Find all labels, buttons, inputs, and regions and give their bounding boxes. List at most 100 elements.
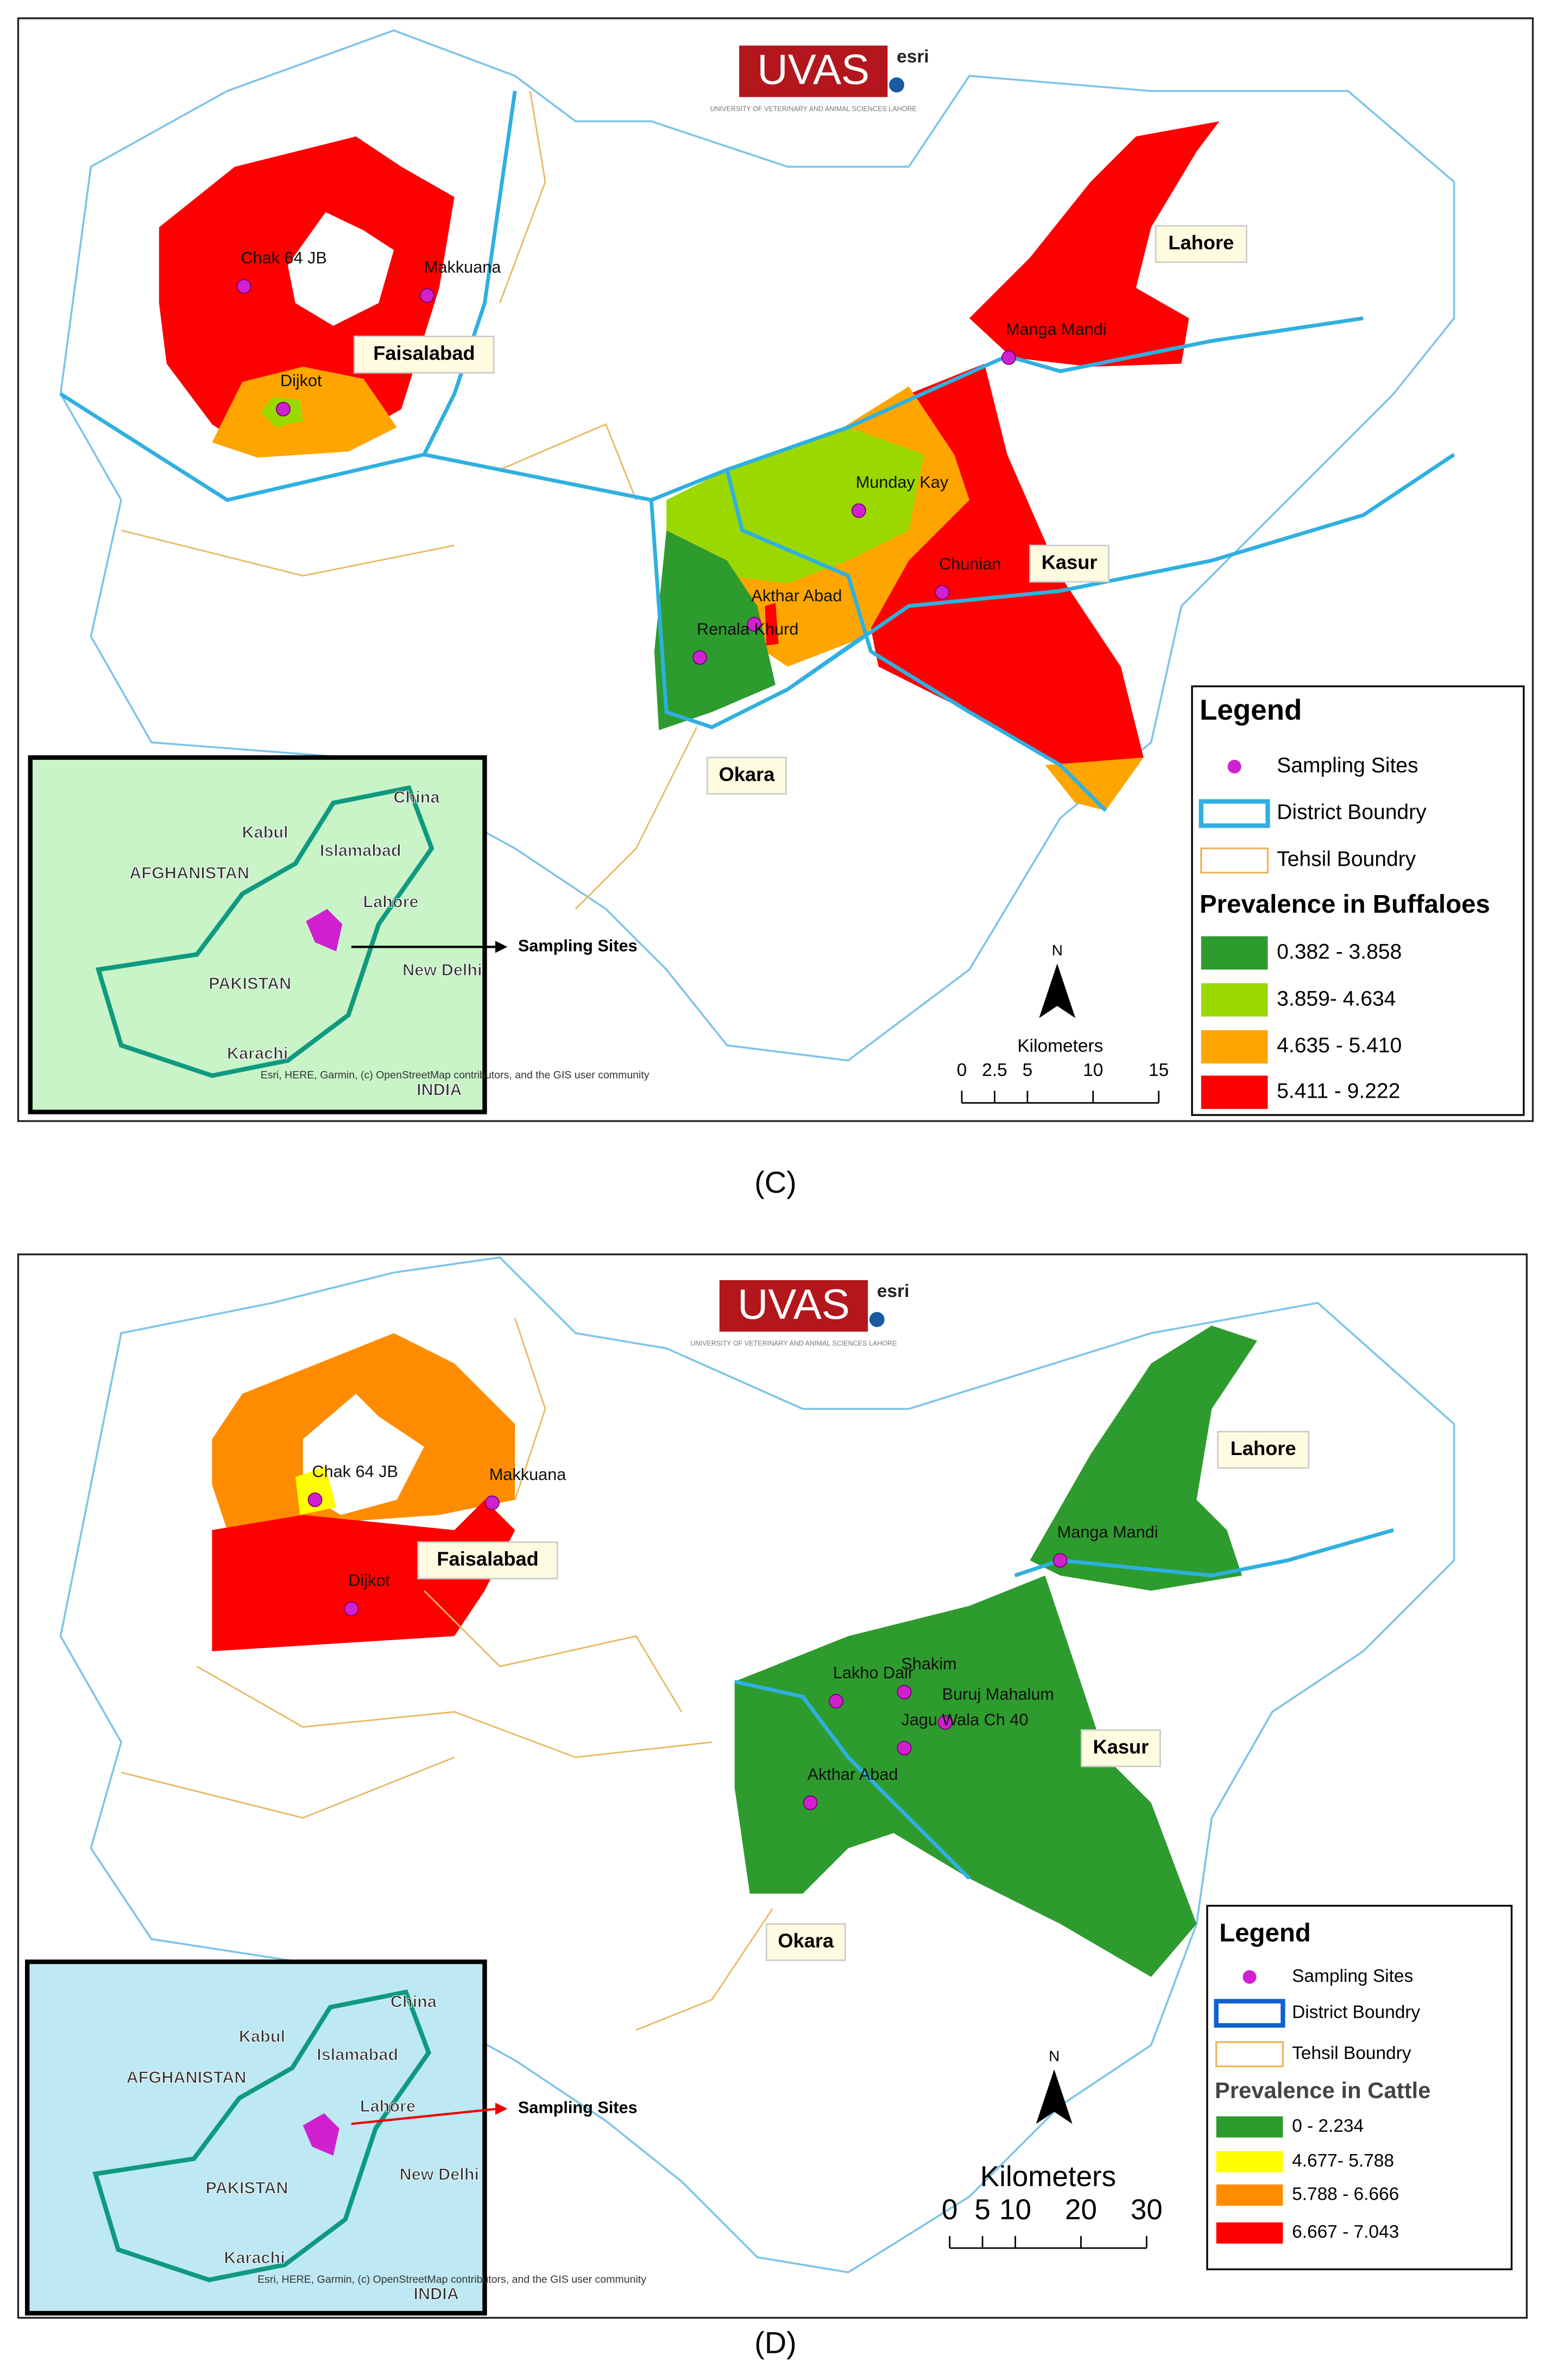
sampling-site (307, 1492, 323, 1507)
inset-label: Karachi (227, 1044, 288, 1062)
tehsil-boundary (121, 1318, 773, 2031)
legend-tehsil-symbol (1200, 847, 1269, 874)
sampling-site (829, 1693, 843, 1709)
district-label-box (1155, 225, 1247, 263)
inset-credit: Esri, HERE, Garmin, (c) OpenStreetMap co… (257, 2274, 646, 2285)
logo-partner-icon (889, 77, 905, 93)
scale-tick-label: 5 (1023, 1060, 1033, 1080)
legend-class-label: 5.411 - 9.222 (1277, 1079, 1400, 1103)
district-label: Lahore (1231, 1437, 1296, 1459)
sampling-site (897, 1741, 912, 1756)
sampling-site (1052, 1553, 1068, 1568)
sampling-site (1001, 350, 1016, 365)
inset-label: Islamabad (320, 841, 401, 860)
north-arrow (1039, 964, 1076, 1018)
logo-subtitle: UNIVERSITY OF VETERINARY AND ANIMAL SCIE… (690, 1339, 897, 1347)
district-label: Kasur (1042, 551, 1098, 573)
site-label: Renala Khurd (697, 620, 798, 639)
inset-label: AFGHANISTAN (129, 864, 249, 883)
legend-swatch (1216, 2184, 1283, 2206)
legend-title: Legend (1219, 1918, 1311, 1947)
prevalence-region (212, 367, 397, 458)
legend-swatch (1216, 2222, 1283, 2244)
prevalence-region (765, 603, 779, 646)
legend-tehsil-symbol (1215, 2041, 1284, 2068)
scale-tick-label: 0 (942, 2194, 957, 2226)
scale-tick-label: 10 (999, 2194, 1031, 2226)
inset-label: Islamabad (317, 2045, 398, 2064)
site-label: Manga Mandi (1006, 320, 1107, 338)
prevalence-region (654, 530, 775, 731)
legend-site-symbol (1243, 1970, 1257, 1984)
inset-label: New Delhi (402, 961, 482, 979)
site-label: Chunian (939, 555, 1001, 574)
north-arrow (1036, 2069, 1073, 2124)
inset-label: INDIA (417, 1080, 462, 1099)
inset-site (302, 2113, 339, 2156)
legend-item: District Boundry (1292, 2003, 1420, 2023)
prevalence-region (1045, 757, 1144, 811)
legend-class-label: 5.788 - 6.666 (1292, 2184, 1399, 2204)
site-label: Munday Kay (856, 473, 949, 492)
scale-unit: Kilometers (980, 2161, 1116, 2193)
site-label: Chak 64 JB (241, 249, 326, 267)
inset-arrow-head (495, 2102, 508, 2115)
sampling-site (852, 503, 866, 518)
panel-caption: (D) (754, 2326, 796, 2359)
prevalence-region (287, 212, 394, 326)
site-label: Shakim (901, 1654, 956, 1673)
sampling-site (485, 1495, 500, 1510)
legend-box (1206, 1905, 1513, 2270)
inset-label: PAKISTAN (206, 2178, 288, 2197)
scale-tick-label: 0 (957, 1060, 967, 1080)
district-label-box (354, 335, 495, 374)
sampling-site (897, 1685, 912, 1699)
sampling-site (344, 1601, 359, 1616)
legend-swatch (1201, 936, 1268, 970)
legend-swatch (1201, 1030, 1268, 1064)
district-label: Faisalabad (437, 1548, 538, 1570)
legend-class-label: 6.667 - 7.043 (1292, 2222, 1399, 2242)
logo-subtitle: UNIVERSITY OF VETERINARY AND ANIMAL SCIE… (710, 105, 917, 112)
inset-label: China (393, 788, 440, 807)
district-label-box (765, 1923, 846, 1961)
inset-frame (25, 1959, 487, 2316)
sampling-site (420, 288, 434, 303)
site-label: Manga Mandi (1057, 1523, 1158, 1541)
inset-label: Kabul (239, 2028, 285, 2046)
scale-tick-label: 5 (974, 2194, 990, 2226)
inset-country (92, 1989, 431, 2283)
scale-tick-label: 30 (1131, 2194, 1163, 2226)
tehsil-boundary (121, 91, 698, 910)
inset-label: AFGHANISTAN (127, 2068, 247, 2087)
panel-caption: (C) (754, 1166, 796, 1199)
scale-tick-label: 10 (1083, 1060, 1103, 1080)
inset-label: Karachi (224, 2249, 285, 2267)
district-label-box (1029, 544, 1109, 583)
inset-site (306, 909, 343, 952)
sampling-site (935, 585, 950, 600)
legend-prevalence-title: Prevalence in Buffaloes (1200, 890, 1490, 919)
logo-partner: esri (877, 1281, 910, 1301)
sampling-site (803, 1795, 818, 1810)
inset-label: Lahore (363, 893, 418, 911)
district-label: Okara (719, 763, 775, 785)
north-label: N (1052, 942, 1063, 959)
prevalence-region (969, 121, 1220, 367)
district-label-box (1217, 1431, 1310, 1469)
sampling-site (747, 616, 762, 632)
logo-title: UVAS (737, 1280, 850, 1328)
logo-title: UVAS (757, 46, 869, 93)
legend-class-label: 4.677- 5.788 (1292, 2151, 1394, 2171)
district-label: Kasur (1093, 1735, 1149, 1758)
legend-item: Sampling Sites (1277, 754, 1418, 777)
legend-district-symbol (1214, 1999, 1285, 2028)
inset-label: New Delhi (400, 2165, 480, 2183)
legend-swatch (1201, 1075, 1268, 1109)
district-label: Faisalabad (373, 342, 475, 364)
inset-label: China (390, 1992, 437, 2011)
legend-item: District Boundry (1277, 801, 1427, 824)
legend-swatch (1201, 983, 1268, 1017)
legend-class-label: 3.859- 4.634 (1277, 987, 1396, 1010)
